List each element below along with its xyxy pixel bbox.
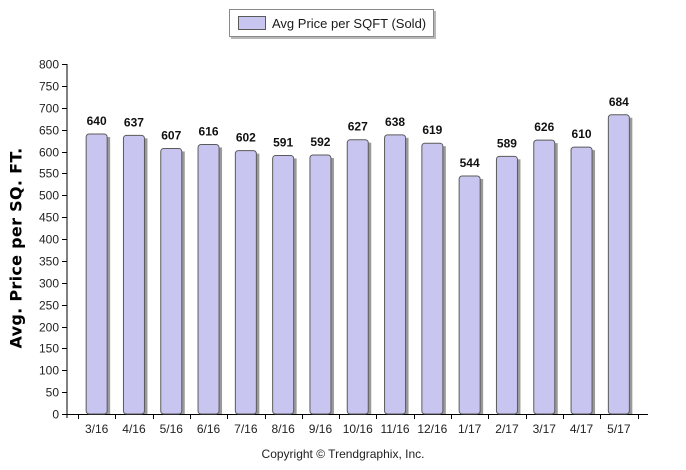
y-tick-label: 350 xyxy=(39,255,59,269)
x-tick-label: 11/16 xyxy=(380,422,409,436)
x-tick-label: 6/16 xyxy=(197,422,221,436)
x-tick-label: 4/17 xyxy=(570,422,594,436)
x-tick-label: 9/16 xyxy=(309,422,333,436)
bar xyxy=(309,154,334,415)
bar-value-label: 602 xyxy=(236,131,256,145)
bar xyxy=(272,154,297,415)
bar xyxy=(384,134,409,415)
bar-value-label: 610 xyxy=(572,127,592,141)
x-tick-label: 5/16 xyxy=(160,422,184,436)
y-tick-label: 800 xyxy=(39,58,59,72)
bar-value-label: 638 xyxy=(385,115,405,129)
y-tick-label: 0 xyxy=(52,408,59,422)
bar-rect xyxy=(122,134,145,415)
bar-value-label: 589 xyxy=(497,136,517,150)
bar-rect xyxy=(458,175,481,415)
y-tick-label: 600 xyxy=(39,146,59,160)
y-tick-label: 100 xyxy=(39,364,59,378)
y-tick-label: 450 xyxy=(39,211,59,225)
x-tick-label: 8/16 xyxy=(271,422,295,436)
bar-value-label: 591 xyxy=(273,135,293,149)
bar xyxy=(160,147,185,415)
y-tick-label: 700 xyxy=(39,102,59,116)
y-tick-label: 750 xyxy=(39,80,59,94)
bar xyxy=(495,155,521,415)
bar-rect xyxy=(607,114,630,415)
bar xyxy=(533,139,558,415)
bar xyxy=(458,175,484,415)
copyright-text: Copyright © Trendgraphix, Inc. xyxy=(261,447,425,461)
y-tick-label: 200 xyxy=(39,321,59,335)
y-axis-title: Avg. Price per SQ. FT. xyxy=(6,147,26,349)
y-tick-label: 250 xyxy=(39,299,59,313)
bar-value-label: 626 xyxy=(534,120,554,134)
y-tick-label: 550 xyxy=(39,167,59,181)
bar xyxy=(421,142,446,415)
x-tick-label: 10/16 xyxy=(343,422,373,436)
bar xyxy=(607,114,633,415)
bar-value-label: 616 xyxy=(199,125,219,139)
x-tick-label: 3/17 xyxy=(533,422,557,436)
bar-value-label: 684 xyxy=(609,95,629,109)
x-tick-label: 12/16 xyxy=(417,422,447,436)
x-tick-label: 5/17 xyxy=(607,422,631,436)
bar xyxy=(234,150,260,415)
bar-rect xyxy=(234,150,257,415)
bar-value-label: 627 xyxy=(348,120,368,134)
y-tick-label: 50 xyxy=(46,386,60,400)
bars xyxy=(85,114,633,415)
x-tick-label: 3/16 xyxy=(85,422,109,436)
bar-value-label: 619 xyxy=(422,123,442,137)
bar-rect xyxy=(309,154,332,415)
x-tick-label: 1/17 xyxy=(458,422,482,436)
data-labels: 640 637 607 616 602 591 592 627 638 619 544 589 626 6… xyxy=(87,95,630,170)
bar-rect xyxy=(272,154,295,415)
x-tick-label: 2/17 xyxy=(495,422,519,436)
bar-rect xyxy=(197,144,220,415)
bar-value-label: 607 xyxy=(161,128,181,142)
x-tick-label: 7/16 xyxy=(234,422,258,436)
y-axis: 0 50 100 150 200 250 300 350 400 450 500 550 600 650 7… xyxy=(39,58,68,422)
bar-rect xyxy=(384,134,407,415)
legend-swatch xyxy=(238,16,266,30)
x-axis: 3/16 4/16 5/16 6/16 7/16 8/16 9/16 10/16 11/16 12… xyxy=(67,414,648,436)
bar-rect xyxy=(346,139,369,415)
y-tick-label: 650 xyxy=(39,124,59,138)
y-tick-label: 150 xyxy=(39,342,59,356)
y-tick-label: 300 xyxy=(39,277,59,291)
bar-value-label: 640 xyxy=(87,114,107,128)
bar xyxy=(85,133,111,415)
bar xyxy=(570,146,596,415)
bar xyxy=(122,134,148,415)
bar-rect xyxy=(421,142,444,415)
y-tick-label: 400 xyxy=(39,233,59,247)
legend-label: Avg Price per SQFT (Sold) xyxy=(272,15,427,31)
bar-rect xyxy=(160,147,183,415)
bar-rect xyxy=(533,139,556,415)
bar-rect xyxy=(495,155,518,415)
bar-value-label: 544 xyxy=(460,156,480,170)
bar-rect xyxy=(570,146,593,415)
bar-value-label: 592 xyxy=(310,135,330,149)
bar-rect xyxy=(85,133,108,415)
legend: Avg Price per SQFT (Sold) xyxy=(229,9,434,37)
y-tick-label: 500 xyxy=(39,189,59,203)
bar-value-label: 637 xyxy=(124,115,144,129)
bar xyxy=(346,139,372,415)
x-tick-label: 4/16 xyxy=(122,422,146,436)
bar xyxy=(197,144,223,415)
